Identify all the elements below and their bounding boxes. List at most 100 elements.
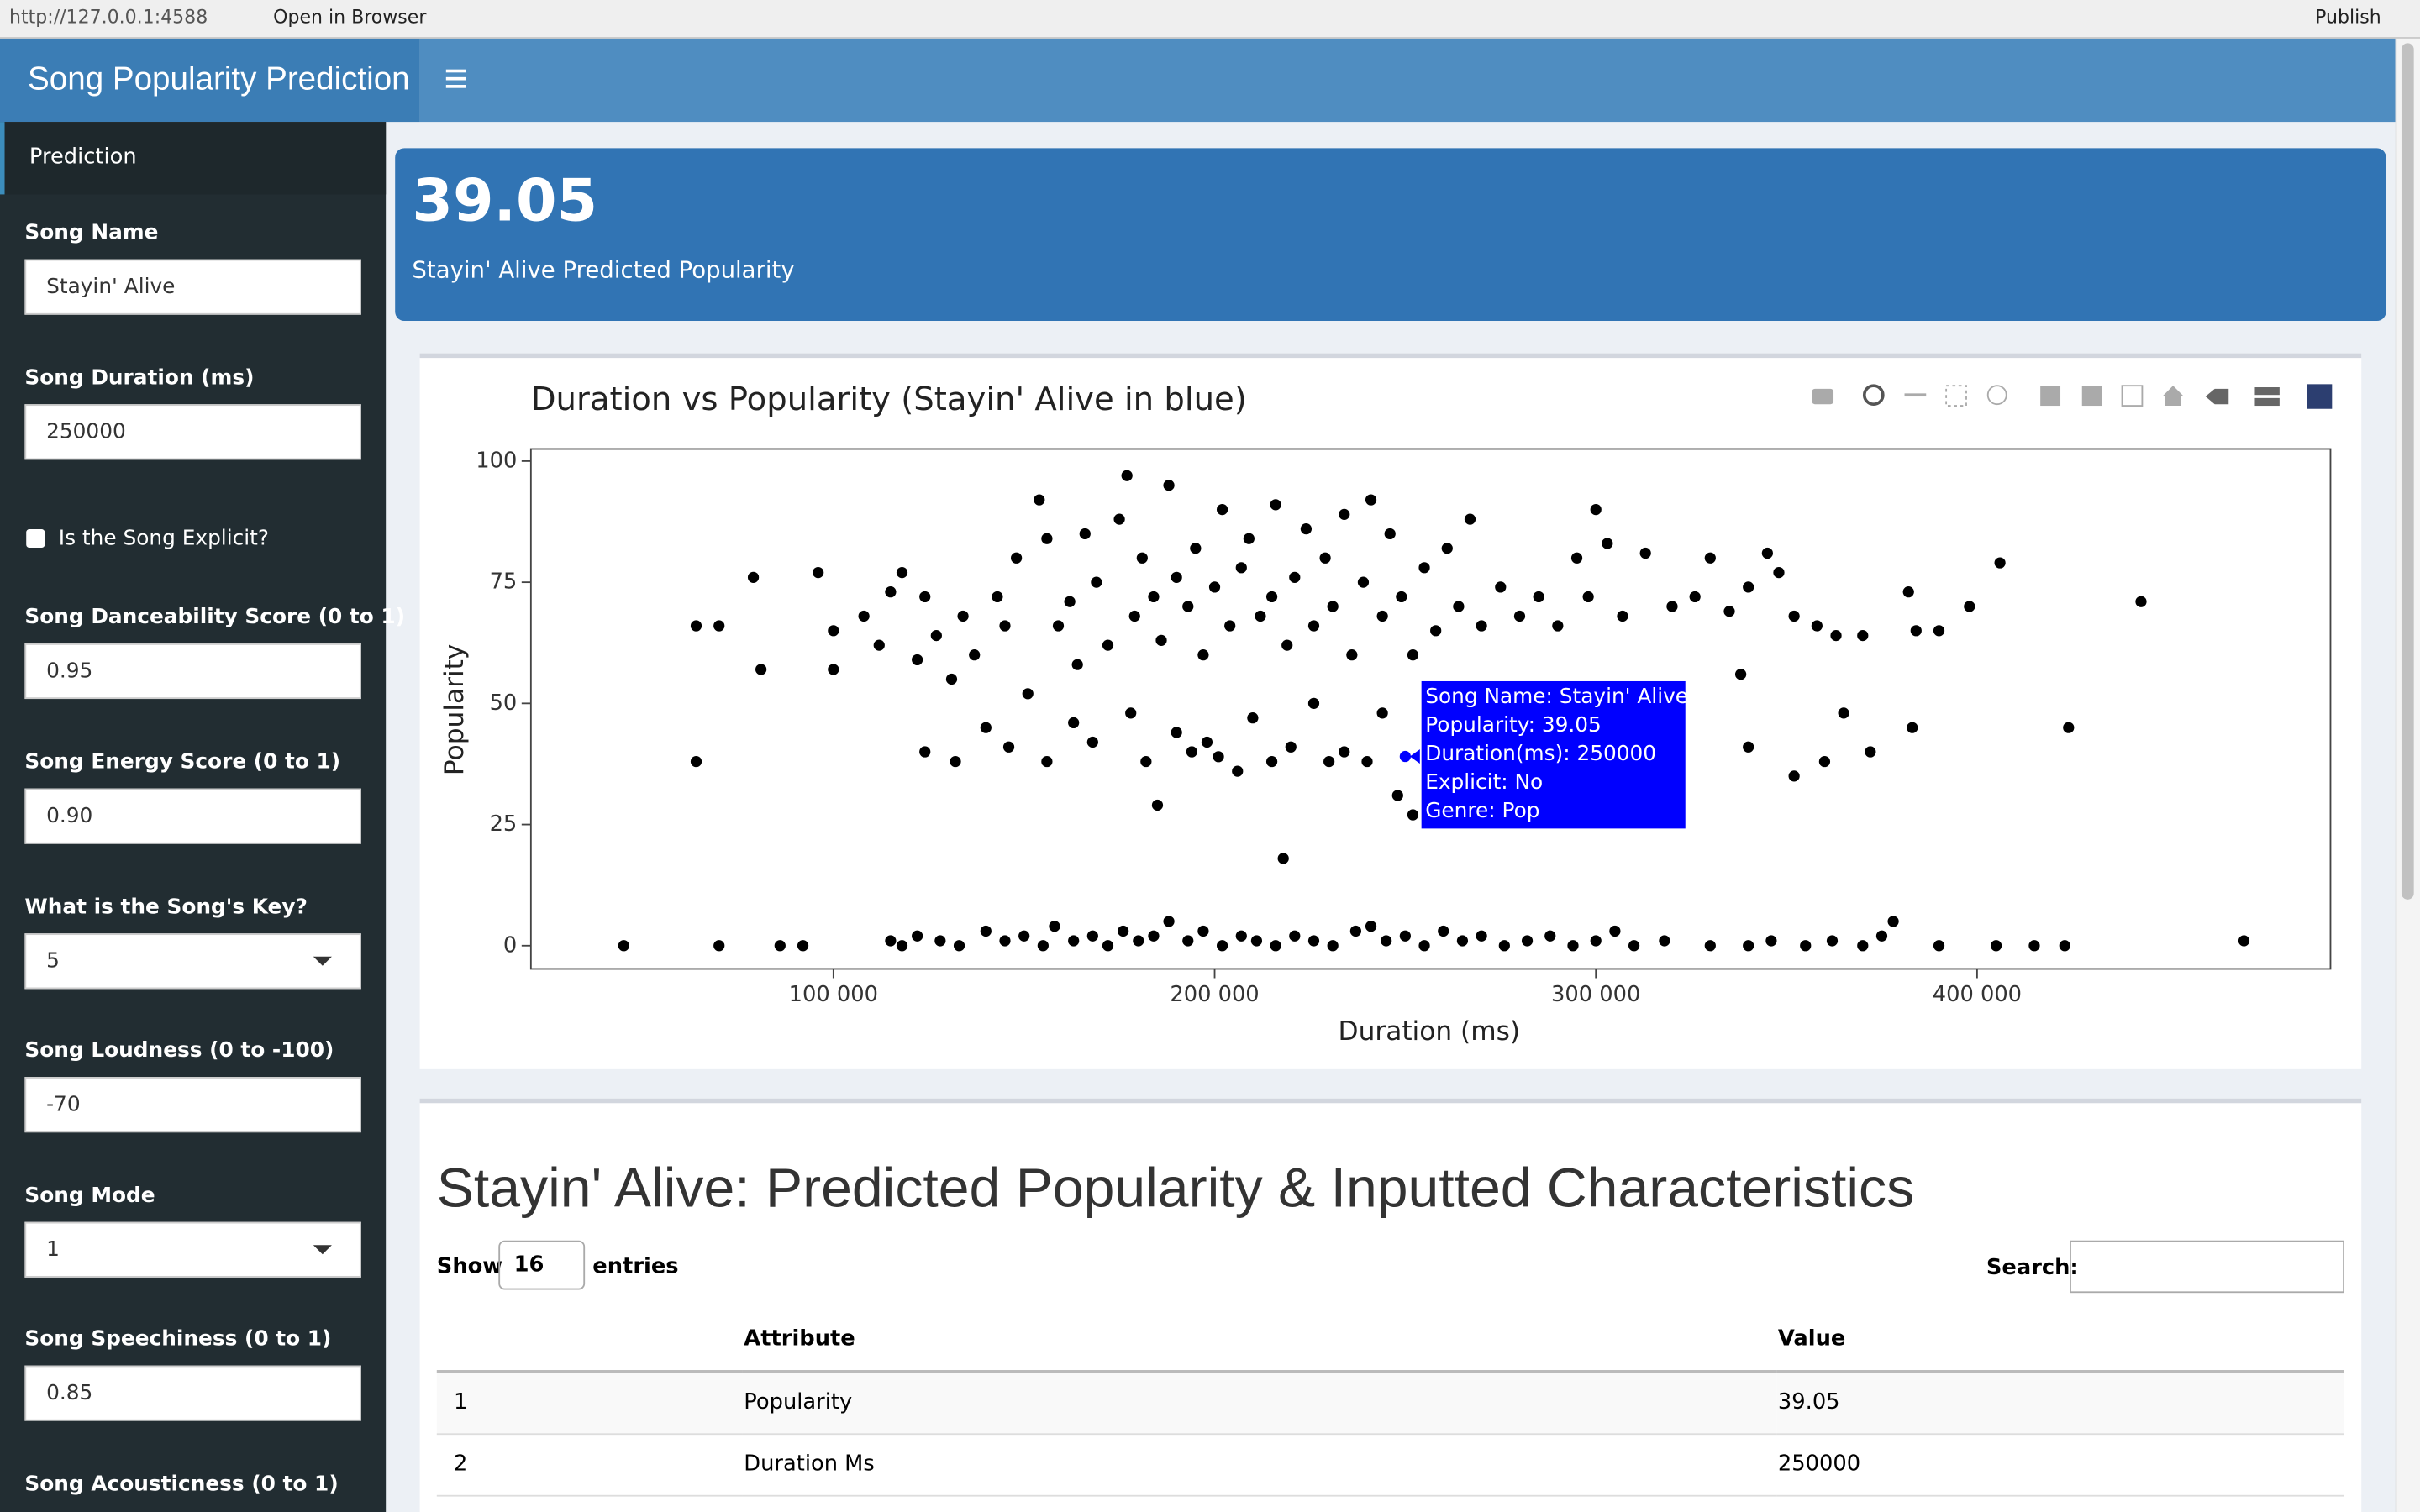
point	[1018, 930, 1030, 942]
point	[1628, 940, 1640, 952]
field-label: What is the Song's Key?	[24, 895, 308, 920]
point	[1121, 470, 1133, 481]
icon-hover-compare-2[interactable]	[2254, 397, 2280, 407]
icon-autoscale[interactable]	[2121, 385, 2144, 407]
icon-camera[interactable]	[1812, 388, 1834, 405]
icon-hover-closest[interactable]	[2205, 388, 2229, 405]
icon-zoom[interactable]	[1862, 384, 1885, 407]
point	[1102, 639, 1114, 651]
point	[1071, 659, 1083, 670]
icon-hover-compare[interactable]	[2254, 387, 2280, 396]
cell: 39.05	[1777, 1390, 1840, 1415]
value-box: 39.05 Stayin' Alive Predicted Popularity	[395, 148, 2386, 322]
point	[1396, 591, 1407, 603]
icon-lasso[interactable]	[1986, 385, 2007, 406]
column-header[interactable]: Attribute	[744, 1326, 855, 1352]
point	[1041, 755, 1053, 768]
open-in-browser[interactable]: Open in Browser	[273, 6, 427, 29]
point	[858, 610, 870, 622]
point	[1602, 538, 1613, 549]
point	[1289, 571, 1301, 583]
point	[1887, 916, 1899, 927]
point	[1392, 790, 1403, 801]
tooltip-line: Duration(ms): 250000	[1425, 741, 1656, 765]
point	[2135, 596, 2147, 607]
scrollbar-thumb[interactable]	[2401, 43, 2414, 900]
x-tick-label: 200 000	[1170, 982, 1259, 1007]
point	[1270, 940, 1281, 952]
point	[1010, 552, 1023, 564]
point	[1265, 755, 1278, 768]
point	[1418, 562, 1430, 574]
point	[1216, 503, 1228, 516]
point	[919, 746, 931, 758]
field-label: Song Loudness (0 to -100)	[24, 1038, 334, 1063]
point	[1151, 799, 1164, 811]
point	[1265, 591, 1278, 603]
menu-toggle[interactable]	[445, 69, 466, 73]
icon-zoom-in[interactable]	[2040, 386, 2061, 407]
icon-zoom-out[interactable]	[2081, 386, 2102, 407]
text-input[interactable]: 250000	[24, 404, 361, 460]
select[interactable]: 1	[24, 1221, 361, 1278]
icon-plotly[interactable]	[2307, 384, 2333, 409]
icon-pan[interactable]	[1904, 393, 1927, 397]
menu-item[interactable]: Prediction	[0, 122, 387, 195]
text-input[interactable]: 0.85	[24, 1365, 361, 1421]
point	[896, 566, 908, 579]
text-input[interactable]: -70	[24, 1077, 361, 1133]
point	[1243, 533, 1255, 544]
point	[1171, 571, 1182, 583]
point	[1590, 935, 1602, 947]
point	[1068, 717, 1080, 729]
cell: 250000	[1777, 1452, 1861, 1477]
y-tick-label: 100	[476, 448, 517, 473]
point	[1319, 552, 1331, 564]
tooltip-pointer	[1409, 748, 1421, 764]
search-input[interactable]	[2070, 1240, 2345, 1294]
icon-select[interactable]	[1945, 385, 1967, 407]
point	[1788, 610, 1800, 622]
icon-reset[interactable]	[2162, 386, 2184, 407]
point	[1811, 620, 1823, 632]
point	[919, 591, 931, 603]
text-input[interactable]: 0.90	[24, 788, 361, 844]
point	[1666, 601, 1678, 612]
checkbox[interactable]	[26, 529, 45, 549]
header-bar	[419, 38, 2396, 123]
field-label: Song Mode	[24, 1183, 155, 1209]
tooltip	[1419, 680, 1687, 831]
chart-title: Duration vs Popularity (Stayin' Alive in…	[531, 381, 1247, 418]
point	[945, 673, 958, 685]
text-input[interactable]: Stayin' Alive	[24, 259, 361, 315]
point	[1365, 494, 1377, 506]
point	[1277, 853, 1289, 864]
point	[1907, 722, 1918, 733]
point	[1327, 940, 1339, 952]
point	[1201, 736, 1213, 748]
point	[1723, 606, 1735, 617]
point	[1037, 940, 1049, 952]
point	[1590, 503, 1602, 516]
point	[1064, 596, 1076, 607]
point	[1022, 688, 1034, 700]
plot-frame	[529, 448, 2332, 970]
point	[690, 755, 702, 768]
point	[1567, 940, 1579, 952]
point	[1582, 591, 1594, 603]
column-header[interactable]: Value	[1777, 1326, 1846, 1352]
point	[1197, 925, 1209, 937]
point	[1307, 620, 1320, 632]
publish[interactable]: Publish	[2315, 6, 2381, 29]
url: http://127.0.0.1:4588	[9, 6, 208, 29]
text-input[interactable]: 0.95	[24, 643, 361, 700]
length-select[interactable]: 16	[498, 1240, 586, 1290]
point	[1034, 494, 1045, 506]
point	[1148, 591, 1160, 603]
point	[1307, 697, 1320, 709]
point	[1495, 581, 1507, 593]
select[interactable]: 5	[24, 933, 361, 990]
point	[1765, 935, 1777, 947]
